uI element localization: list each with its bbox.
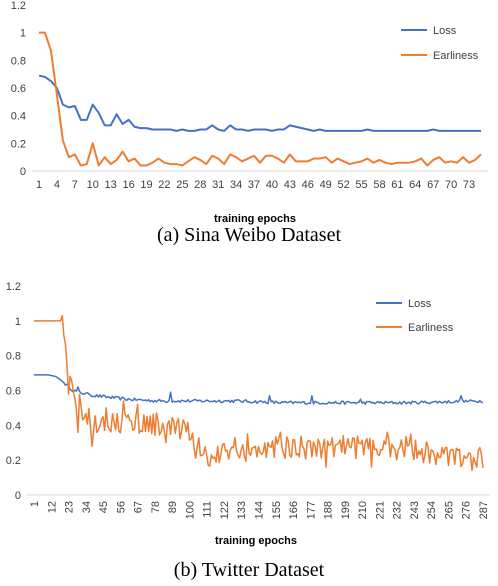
- x-tick-label: 100: [184, 501, 196, 519]
- x-axis-label: training epochs: [215, 535, 297, 547]
- y-tick-label: 1: [20, 28, 26, 40]
- x-tick-label: 254: [426, 501, 438, 519]
- x-tick-label: 61: [391, 179, 403, 191]
- x-tick-label: 56: [115, 501, 127, 513]
- x-tick-label: 52: [337, 179, 349, 191]
- x-tick-label: 1: [36, 179, 42, 191]
- x-tick-label: 1: [29, 501, 41, 507]
- x-axis-ticks: 1 12 23 34 45 56 67 78 89 100 111 122 133 144 155 166 17…: [29, 501, 490, 519]
- x-tick-label: 243: [409, 501, 421, 519]
- legend: Loss Earliness: [401, 25, 479, 62]
- caption-twitter: (b) Twitter Dataset: [174, 559, 325, 581]
- x-tick-label: 7: [72, 179, 78, 191]
- y-tick-label: 1.2: [11, 0, 26, 12]
- x-tick-label: 55: [355, 179, 367, 191]
- x-tick-label: 199: [340, 501, 352, 519]
- x-tick-label: 40: [266, 179, 278, 191]
- series-lines: [38, 31, 482, 167]
- legend-label-earliness: Earliness: [408, 322, 454, 334]
- x-tick-label: 122: [219, 501, 231, 519]
- x-tick-label: 4: [54, 179, 60, 191]
- x-tick-label: 78: [150, 501, 162, 513]
- x-tick-label: 22: [158, 179, 170, 191]
- x-tick-label: 34: [230, 179, 242, 191]
- x-tick-label: 144: [254, 501, 266, 519]
- series-line-loss: [38, 74, 481, 132]
- x-tick-label: 28: [194, 179, 206, 191]
- x-tick-label: 232: [392, 501, 404, 519]
- x-tick-label: 43: [284, 179, 296, 191]
- x-tick-label: 13: [105, 179, 117, 191]
- x-axis-label: training epochs: [214, 213, 296, 225]
- y-tick-label: 0.8: [11, 55, 26, 67]
- chart-twitter: 0 0.2 0.4 0.6 0.8 1 1.2 1 12 23 34 45 56 67 78 89 100 11…: [6, 281, 490, 581]
- x-tick-label: 188: [323, 501, 335, 519]
- x-tick-label: 10: [87, 179, 99, 191]
- x-tick-label: 19: [140, 179, 152, 191]
- y-tick-label: 0.6: [11, 83, 26, 95]
- y-tick-label: 0.8: [6, 351, 21, 363]
- caption-weibo: (a) Sina Weibo Dataset: [157, 224, 342, 246]
- x-tick-label: 37: [248, 179, 260, 191]
- x-tick-label: 25: [176, 179, 188, 191]
- series-line-earliness: [39, 31, 482, 167]
- x-tick-label: 210: [357, 501, 369, 519]
- y-tick-label: 0.2: [6, 455, 21, 467]
- x-tick-label: 46: [302, 179, 314, 191]
- x-tick-label: 58: [373, 179, 385, 191]
- x-axis-ticks: 1 4 7 10 13 16 19 22 25 28 31 34 37 40 43 46 49 52 55 58 61 6…: [36, 179, 475, 191]
- legend: Loss Earliness: [376, 298, 454, 334]
- series-lines: [34, 314, 484, 472]
- x-tick-label: 12: [46, 501, 58, 513]
- x-tick-label: 133: [236, 501, 248, 519]
- y-tick-label: 0.4: [6, 420, 21, 432]
- x-tick-label: 177: [305, 501, 317, 519]
- y-tick-label: 0.6: [6, 386, 21, 398]
- legend-label-loss: Loss: [433, 25, 457, 37]
- x-tick-label: 23: [64, 501, 76, 513]
- legend-label-earliness: Earliness: [433, 50, 479, 62]
- y-tick-label: 0: [20, 166, 26, 178]
- legend-label-loss: Loss: [408, 298, 432, 310]
- x-tick-label: 166: [288, 501, 300, 519]
- x-tick-label: 45: [98, 501, 110, 513]
- x-tick-label: 49: [320, 179, 332, 191]
- x-tick-label: 31: [212, 179, 224, 191]
- x-tick-label: 16: [122, 179, 134, 191]
- chart-weibo: 00.20.40.60.811.2 1 4 7 10 13 16 19 22 25 28 31 34 3…: [11, 0, 488, 246]
- y-tick-label: 0: [15, 490, 21, 502]
- x-tick-label: 111: [202, 501, 214, 518]
- y-tick-label: 0.4: [11, 111, 26, 123]
- series-line-loss: [34, 374, 484, 405]
- x-tick-label: 67: [133, 501, 145, 513]
- x-tick-label: 276: [461, 501, 473, 519]
- x-tick-label: 89: [167, 501, 179, 513]
- series-line-earliness: [34, 314, 484, 472]
- y-tick-label: 0.2: [11, 138, 26, 150]
- y-tick-label: 1: [15, 316, 21, 328]
- y-axis-ticks: 0 0.2 0.4 0.6 0.8 1 1.2: [11, 0, 26, 178]
- x-tick-label: 34: [81, 501, 93, 513]
- x-tick-label: 67: [427, 179, 439, 191]
- y-axis-ticks: 0 0.2 0.4 0.6 0.8 1 1.2: [6, 281, 21, 502]
- x-tick-label: 221: [374, 501, 386, 519]
- x-tick-label: 287: [478, 501, 490, 519]
- x-tick-label: 155: [271, 501, 283, 519]
- y-tick-label: 1.2: [6, 281, 21, 293]
- x-tick-label: 265: [443, 501, 455, 519]
- x-tick-label: 70: [445, 179, 457, 191]
- x-tick-label: 64: [409, 179, 421, 191]
- x-tick-label: 73: [463, 179, 475, 191]
